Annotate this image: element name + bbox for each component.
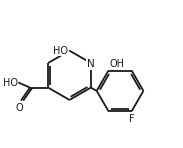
Text: N: N xyxy=(87,59,95,69)
Text: O: O xyxy=(16,103,23,112)
Text: OH: OH xyxy=(110,59,125,69)
Text: F: F xyxy=(129,114,135,124)
Text: HO: HO xyxy=(3,78,18,88)
Text: HO: HO xyxy=(53,46,68,56)
